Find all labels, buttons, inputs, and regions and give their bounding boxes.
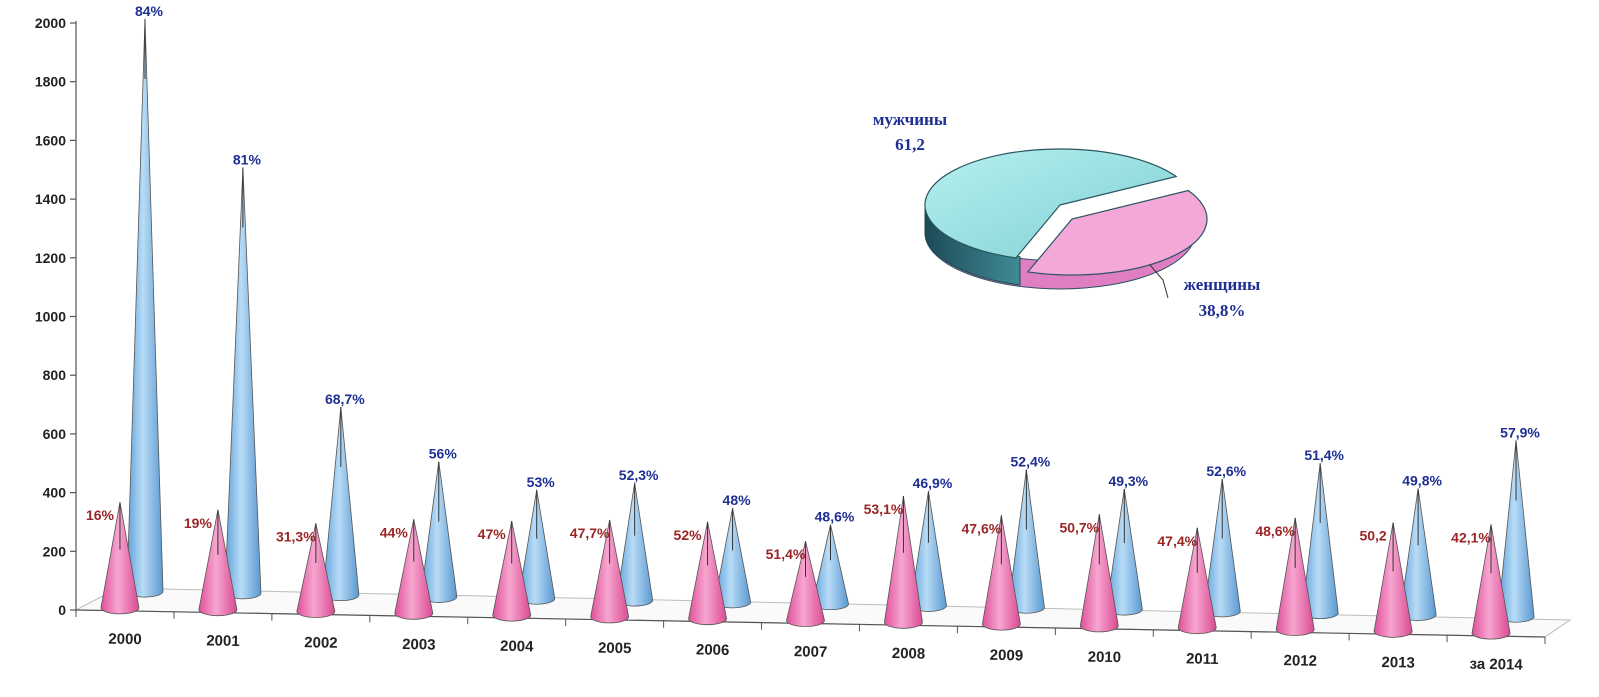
female-cone [394,519,434,620]
x-tick-label: 2005 [598,640,632,658]
female-data-label: 16% [86,507,115,523]
female-data-label: 47% [478,526,507,542]
male-data-label: 52,3% [619,467,659,483]
male-data-label: 57,9% [1500,424,1540,440]
female-data-label: 51,4% [766,546,806,562]
male-data-label: 81% [233,151,262,167]
pie-slice-women [1026,189,1208,276]
female-data-label: 52% [674,527,703,543]
y-tick-label: 200 [43,543,67,559]
pie-labels: мужчины 61,2 женщины 38,8% [873,110,1260,320]
pie-label-women: женщины [1184,275,1261,294]
x-tick-label: 2002 [304,634,338,652]
male-data-label: 48% [723,492,752,508]
female-data-label: 42,1% [1451,529,1491,545]
male-cone [224,167,262,600]
x-tick-label: 2009 [990,647,1024,665]
female-data-label: 50,2 [1359,528,1386,544]
x-tick-label: 2011 [1186,650,1219,668]
y-tick-label: 600 [43,426,67,442]
male-data-label: 53% [527,474,556,490]
female-cone [981,515,1021,631]
female-data-label: 44% [380,524,409,540]
female-cone [100,502,140,615]
female-cone [786,541,825,627]
female-cone [590,519,630,624]
y-axis: 0 200 400 600 800 1000 1200 1400 1600 1800 2000 [35,15,77,618]
female-cone [296,523,336,618]
x-tick-label: 2010 [1088,649,1122,667]
pie-chart [924,148,1208,290]
male-data-label: 46,9% [913,475,953,491]
female-data-label: 31,3% [276,528,316,544]
y-tick-label: 1000 [35,309,66,325]
male-data-label: 49,8% [1402,472,1442,488]
cone-series [100,18,1535,640]
female-cone [688,521,727,626]
x-tick-label: 2007 [794,643,828,661]
pie-value-men: 61,2 [895,135,925,154]
female-data-label: 47,4% [1157,533,1197,549]
female-data-label: 47,7% [570,525,610,541]
male-data-label: 52,4% [1011,454,1051,470]
y-tick-label: 800 [43,367,67,383]
y-tick-label: 1400 [35,191,66,207]
data-labels: 84% 16% 81% 19% 68,7% 31,3% 56% 44% 53% 47% 52,3% 4… [86,3,1540,562]
male-data-label: 56% [429,446,458,462]
female-data-label: 53,1% [864,501,904,517]
male-data-label: 49,3% [1108,473,1148,489]
y-tick-label: 1200 [35,250,66,266]
male-cone [126,18,164,598]
female-data-label: 48,6% [1255,523,1295,539]
female-data-label: 50,7% [1059,519,1099,535]
female-cone [492,521,532,622]
y-tick-label: 1800 [35,74,66,90]
female-data-label: 19% [184,515,213,531]
pie-value-women: 38,8% [1199,301,1246,320]
x-tick-label: 2006 [696,641,730,659]
male-data-label: 68,7% [325,391,365,407]
y-tick-label: 400 [43,485,67,501]
y-tick-label: 2000 [35,15,66,31]
male-cone [322,406,360,602]
x-tick-label: за 2014 [1469,656,1523,674]
x-tick-label: 2013 [1381,654,1415,672]
x-tick-label: 2003 [402,636,436,654]
female-cone [884,495,923,629]
pie-label-men: мужчины [873,110,947,129]
male-data-label: 84% [135,3,164,19]
female-cone [1471,524,1511,640]
pie-leader-line [1149,264,1169,299]
female-data-label: 47,6% [962,520,1002,536]
male-data-label: 52,6% [1206,463,1246,479]
pie-slice-men [924,148,1178,259]
male-data-label: 51,4% [1304,447,1344,463]
y-tick-label: 0 [58,602,66,618]
y-tick-label: 1600 [35,132,66,148]
x-tick-label: 2001 [206,632,240,650]
x-tick-label: 2000 [108,631,142,649]
female-cone [1177,527,1217,635]
female-cone [198,509,238,617]
female-cone [1275,517,1315,636]
female-cone [1373,522,1413,638]
x-tick-label: 2008 [892,645,926,663]
female-cone [1079,514,1119,633]
male-data-label: 48,6% [815,509,855,525]
x-tick-label: 2004 [500,638,534,656]
x-tick-label: 2012 [1283,652,1317,670]
